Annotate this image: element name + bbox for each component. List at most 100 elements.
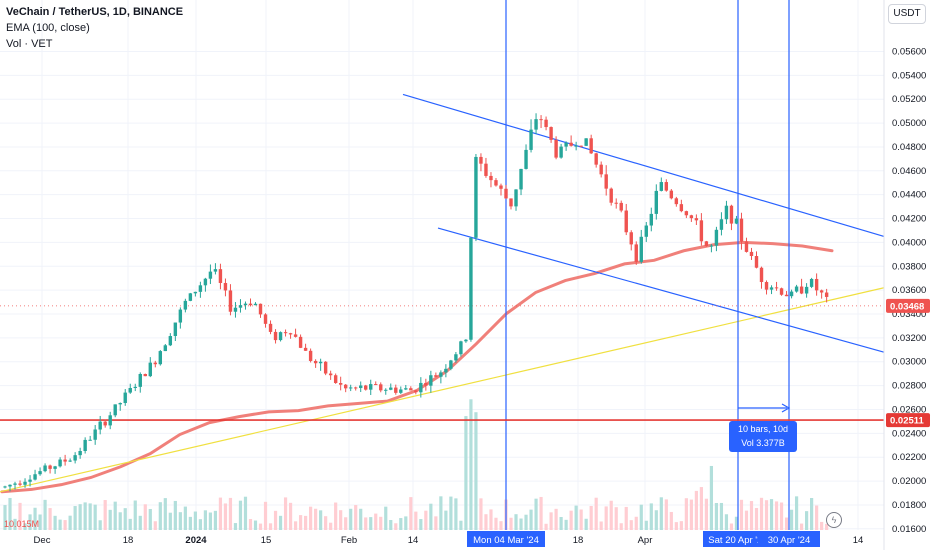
candle-body <box>103 421 107 426</box>
volume-bar <box>48 508 52 530</box>
volume-bar <box>644 520 648 530</box>
candle-body <box>168 336 173 346</box>
volume-bar <box>203 510 207 530</box>
candle-body <box>434 375 438 377</box>
volume-bar <box>589 505 593 530</box>
candle-body <box>394 387 398 393</box>
volume-bar <box>449 496 453 530</box>
volume-bar <box>208 512 213 530</box>
candle-body <box>639 236 643 262</box>
candle-body <box>18 483 22 485</box>
y-tick-label: 0.05600 <box>892 46 926 57</box>
volume-bar <box>699 487 703 530</box>
candle-body <box>98 421 102 430</box>
candle-body <box>158 351 163 365</box>
volume-bar <box>158 502 162 530</box>
volume-bar <box>233 523 238 530</box>
candle-body <box>574 145 578 147</box>
candle-body <box>88 439 92 441</box>
candle-body <box>794 286 799 292</box>
y-tick-label: 0.02800 <box>892 381 926 392</box>
volume-bar <box>514 514 518 530</box>
volume-bar <box>684 498 688 530</box>
candle-body <box>599 164 603 175</box>
volume-bar <box>138 515 142 530</box>
candle-body <box>138 373 142 387</box>
volume-bar <box>825 523 829 530</box>
candle-body <box>764 282 769 290</box>
volume-bar <box>38 514 42 530</box>
candle-body <box>384 389 388 391</box>
candle-body <box>529 129 533 150</box>
candle-body <box>449 360 453 369</box>
candle-body <box>78 450 82 456</box>
candle-body <box>824 292 829 297</box>
measure-arrow-head <box>781 403 791 413</box>
candle-body <box>754 256 759 268</box>
volume-bar <box>223 503 228 530</box>
candle-body <box>689 215 694 219</box>
candle-body <box>559 146 563 158</box>
highlight-date-label: 30 Apr '24 <box>768 535 811 546</box>
highlight-date-bg <box>758 531 820 547</box>
hline-price-label: 0.02511 <box>890 416 925 427</box>
volume-bar <box>163 498 167 530</box>
candle-body <box>624 210 628 233</box>
volume-bar <box>494 517 498 530</box>
candle-body <box>203 278 208 286</box>
y-tick-label: 0.04600 <box>892 166 926 177</box>
volume-bar <box>524 514 528 530</box>
volume-bar <box>73 506 77 530</box>
y-tick-label: 0.01600 <box>892 524 926 535</box>
volume-bar <box>614 507 618 530</box>
candle-body <box>419 382 423 393</box>
volume-bar <box>248 519 253 530</box>
candle-body <box>298 336 303 348</box>
volume-bar <box>554 508 558 530</box>
candle-body <box>38 471 42 475</box>
volume-bar <box>709 465 714 530</box>
candle-body <box>133 386 137 389</box>
candle-body <box>58 459 62 467</box>
y-tick-label: 0.02000 <box>892 476 926 487</box>
volume-bar <box>399 518 403 530</box>
candle-body <box>143 373 147 377</box>
volume-bar <box>273 510 278 530</box>
volume-bar <box>18 502 22 530</box>
candle-body <box>739 218 744 242</box>
volume-bar <box>444 510 448 530</box>
volume-bar <box>389 520 393 530</box>
candle-body <box>8 484 12 487</box>
measure-volume: Vol 3.377B <box>741 438 785 448</box>
candle-body <box>614 202 618 204</box>
volume-bar <box>384 506 388 530</box>
candle-body <box>208 271 213 279</box>
volume-bar <box>799 523 804 530</box>
candle-body <box>113 404 117 416</box>
volume-bar <box>704 498 708 530</box>
candle-body <box>544 119 548 128</box>
candle-body <box>584 138 588 146</box>
candle-body <box>28 479 32 482</box>
volume-bar <box>744 510 749 530</box>
lightning-icon[interactable]: ϟ <box>826 512 842 528</box>
currency-button[interactable]: USDT <box>888 4 926 24</box>
candle-body <box>684 211 689 216</box>
candle-body <box>489 175 493 181</box>
ema-line <box>0 240 834 494</box>
candle-body <box>63 459 67 462</box>
volume-bar <box>243 496 248 530</box>
candle-body <box>123 392 127 404</box>
y-tick-label: 0.05000 <box>892 118 926 129</box>
volume-bar <box>268 523 273 530</box>
volume-bar <box>324 516 328 530</box>
volume-bar <box>609 500 613 530</box>
y-tick-label: 0.03400 <box>892 309 926 320</box>
candle-body <box>654 190 658 214</box>
candle-body <box>48 465 52 469</box>
candle-body <box>729 205 734 224</box>
y-tick-label: 0.02200 <box>892 452 926 463</box>
highlight-date-bg <box>467 531 545 547</box>
volume-bar <box>314 508 318 530</box>
